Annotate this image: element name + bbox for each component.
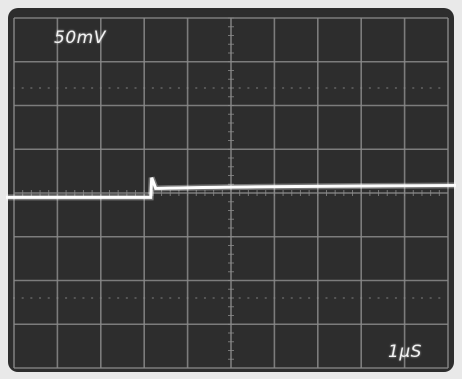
graticule (13, 17, 449, 369)
volts-per-division-label: 50mV (54, 28, 106, 48)
waveform-trace (6, 176, 457, 201)
time-per-division-label: 1μS (388, 342, 422, 362)
trace-line (6, 177, 457, 199)
